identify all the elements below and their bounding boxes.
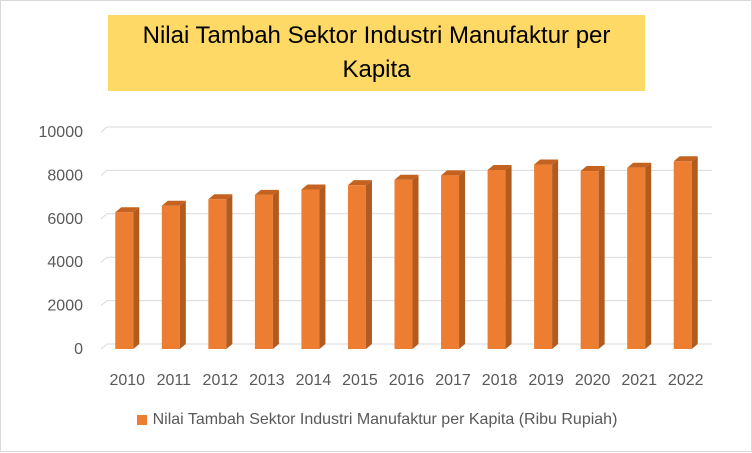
bar-side [552,159,559,349]
x-tick-label: 2011 [157,372,192,389]
gridline-depth [100,343,108,350]
bar [115,207,140,349]
gridline-depth [100,213,108,220]
y-axis-ticks: 0 2000 4000 6000 8000 10000 [39,124,84,358]
gridline-depth [100,170,108,176]
bar-top [115,207,140,213]
bar-front [580,171,599,349]
bar-top [487,164,512,170]
bar-front [115,212,134,349]
bar-side [319,184,326,349]
bar-front [254,194,273,349]
bar-top [580,166,605,172]
bar-top [394,174,419,180]
x-tick-label: 2016 [389,372,425,389]
bar [534,159,559,349]
bar-top [161,200,186,206]
x-tick-label: 2017 [435,372,471,389]
x-tick-label: 2019 [528,372,564,389]
legend-swatch [136,415,147,425]
bar [208,194,233,349]
bar [394,174,419,349]
x-tick-label: 2020 [575,372,611,389]
chart-title: Nilai Tambah Sektor Industri Manufaktur … [142,22,611,83]
y-tick-label: 0 [74,341,83,358]
legend: Nilai Tambah Sektor Industri Manufaktur … [1,411,752,429]
bar [627,162,652,349]
x-tick-label: 2021 [621,372,657,389]
bar-top [534,159,559,165]
bar-front [301,189,320,349]
gridline-depth [100,126,108,133]
bar-front [347,185,366,349]
x-tick-label: 2018 [482,372,518,389]
bar-side [691,156,698,349]
bar-front [534,164,553,349]
bar-side [272,189,279,349]
y-tick-label: 2000 [47,298,83,315]
bar-side [505,164,512,349]
bar-top [347,180,372,186]
bar [347,180,372,349]
bar-side [645,162,652,349]
bar [580,166,605,349]
bar [673,156,698,349]
bar-side [365,180,372,349]
bar-top [441,170,466,176]
x-tick-label: 2022 [668,372,704,389]
bar-side [133,207,140,349]
bar-front [394,179,413,349]
bar-front [161,205,180,349]
bar-top [208,194,233,200]
bar [441,170,466,349]
chart-title-box: Nilai Tambah Sektor Industri Manufaktur … [108,15,645,91]
bar [301,184,326,349]
bar-front [208,199,227,349]
x-tick-label: 2015 [342,372,378,389]
y-tick-label: 6000 [47,211,83,228]
bar-front [441,175,460,349]
y-tick-label: 8000 [47,167,83,184]
bar-side [459,170,466,349]
y-tick-label: 10000 [39,124,84,141]
bar [254,189,279,349]
bar-front [487,169,506,349]
bar-side [598,166,605,349]
bar-front [627,167,646,349]
bars [115,156,698,349]
x-tick-label: 2014 [296,372,332,389]
bar-top [673,156,698,162]
bar-side [412,174,419,349]
bar [487,164,512,349]
bar-top [627,162,652,168]
x-tick-label: 2013 [249,372,285,389]
gridline-depth [100,256,108,263]
bar-front [673,161,692,349]
gridline-depth [100,300,108,306]
y-tick-label: 4000 [47,254,83,271]
bar-top [254,189,279,195]
bar-side [179,200,186,349]
x-tick-label: 2012 [203,372,239,389]
bar-side [226,194,233,349]
bar [161,200,186,349]
legend-label: Nilai Tambah Sektor Industri Manufaktur … [152,411,618,428]
bar-top [301,184,326,190]
x-axis-ticks: 2010 2011 2012 2013 2014 2015 2016 2017 2018 2019… [109,372,703,389]
x-tick-label: 2010 [109,372,145,389]
